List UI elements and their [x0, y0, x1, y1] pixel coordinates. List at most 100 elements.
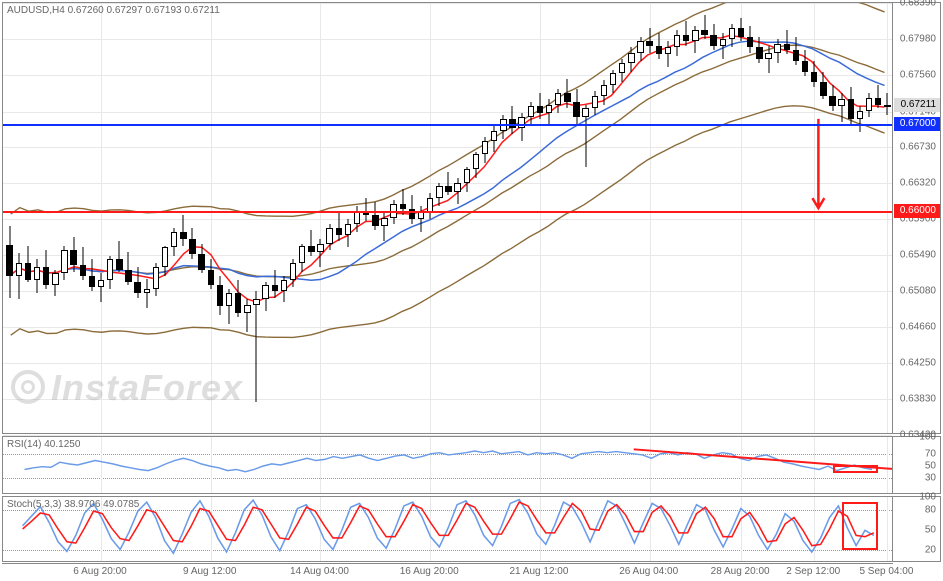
candle — [683, 21, 689, 45]
candle — [729, 24, 735, 47]
candle — [180, 215, 186, 245]
candle — [756, 37, 762, 63]
rsi-highlight-box — [833, 465, 879, 473]
candle — [98, 273, 104, 302]
level-label: 0.67000 — [894, 117, 940, 131]
candle-layer — [3, 3, 940, 433]
candle — [537, 93, 543, 119]
candle — [774, 39, 780, 63]
candle — [134, 267, 140, 297]
candle — [829, 85, 835, 111]
candle — [235, 280, 241, 317]
candle — [217, 276, 223, 315]
candle — [308, 230, 314, 256]
symbol-header: AUDUSD,H4 0.67260 0.67297 0.67193 0.6721… — [7, 5, 220, 16]
candle — [326, 224, 332, 250]
candle — [701, 15, 707, 38]
candle — [299, 244, 305, 272]
candle — [198, 244, 204, 274]
xtick: 26 Aug 04:00 — [619, 566, 678, 577]
candle — [720, 33, 726, 59]
candle — [336, 212, 342, 241]
candle — [564, 79, 570, 109]
support-resistance-line — [3, 124, 892, 126]
candle — [345, 219, 351, 247]
candle — [838, 93, 844, 122]
ytick: 0.63830 — [900, 394, 936, 405]
candle — [61, 246, 67, 281]
candle — [738, 18, 744, 41]
candle — [208, 259, 214, 289]
candle — [765, 46, 771, 74]
candle — [464, 167, 470, 191]
ytick: 0.65490 — [900, 250, 936, 261]
price-chart-panel: AUDUSD,H4 0.67260 0.67297 0.67193 0.6721… — [2, 2, 941, 434]
candle — [518, 113, 524, 141]
candle — [70, 237, 76, 272]
candle — [262, 282, 268, 311]
xtick: 28 Aug 20:00 — [711, 566, 770, 577]
candle — [573, 89, 579, 124]
candle — [436, 183, 442, 206]
xtick: 16 Aug 20:00 — [400, 566, 459, 577]
candle — [43, 250, 49, 289]
candle — [793, 37, 799, 65]
candle — [253, 291, 259, 402]
price-yaxis: 0.683900.679800.675600.671400.667300.663… — [892, 3, 940, 433]
rsi-lines-layer — [3, 437, 940, 493]
ytick: 0.66320 — [900, 177, 936, 188]
candle — [6, 226, 12, 297]
candle — [610, 70, 616, 93]
candle — [473, 152, 479, 178]
candle — [482, 137, 488, 163]
ytick: 0.64660 — [900, 322, 936, 333]
candle — [628, 47, 634, 71]
candle — [281, 276, 287, 302]
level-label: 0.66000 — [894, 204, 940, 218]
candle — [427, 193, 433, 219]
candle — [89, 259, 95, 291]
candle — [619, 59, 625, 82]
candle — [409, 195, 415, 224]
time-xaxis: 6 Aug 20:009 Aug 12:0014 Aug 04:0016 Aug… — [2, 563, 893, 579]
candle — [189, 228, 195, 258]
candle — [144, 279, 150, 309]
candle — [875, 85, 881, 108]
candle — [372, 202, 378, 230]
ytick: 0.67980 — [900, 33, 936, 44]
candle — [665, 41, 671, 67]
candle — [592, 91, 598, 115]
candle — [25, 246, 31, 283]
candle — [381, 212, 387, 241]
candle — [500, 115, 506, 139]
ytick: 0.64250 — [900, 357, 936, 368]
candle — [52, 270, 58, 296]
candle — [226, 289, 232, 324]
candle — [317, 239, 323, 268]
candle — [555, 89, 561, 113]
candle — [491, 126, 497, 152]
candle — [637, 37, 643, 61]
stoch-title: Stoch(5,3,3) 38.9706 49.0785 — [7, 499, 139, 510]
candle — [445, 172, 451, 195]
candle — [857, 106, 863, 132]
candle — [290, 259, 296, 288]
xtick: 14 Aug 04:00 — [290, 566, 349, 577]
candle — [272, 270, 278, 298]
candle — [848, 87, 854, 125]
candle — [811, 61, 817, 87]
candle — [582, 105, 588, 168]
candle — [528, 102, 534, 125]
candle — [546, 99, 552, 125]
xtick: 21 Aug 12:00 — [509, 566, 568, 577]
candle — [646, 28, 652, 52]
candle — [802, 50, 808, 76]
candle — [153, 263, 159, 296]
candle — [747, 26, 753, 52]
stoch-panel: Stoch(5,3,3) 38.9706 49.0785 100805020 — [2, 496, 941, 562]
stoch-highlight-box — [842, 502, 879, 550]
stoch-yaxis: 100805020 — [892, 497, 940, 561]
candle — [656, 33, 662, 59]
ytick: 0.66730 — [900, 142, 936, 153]
candle — [116, 241, 122, 271]
